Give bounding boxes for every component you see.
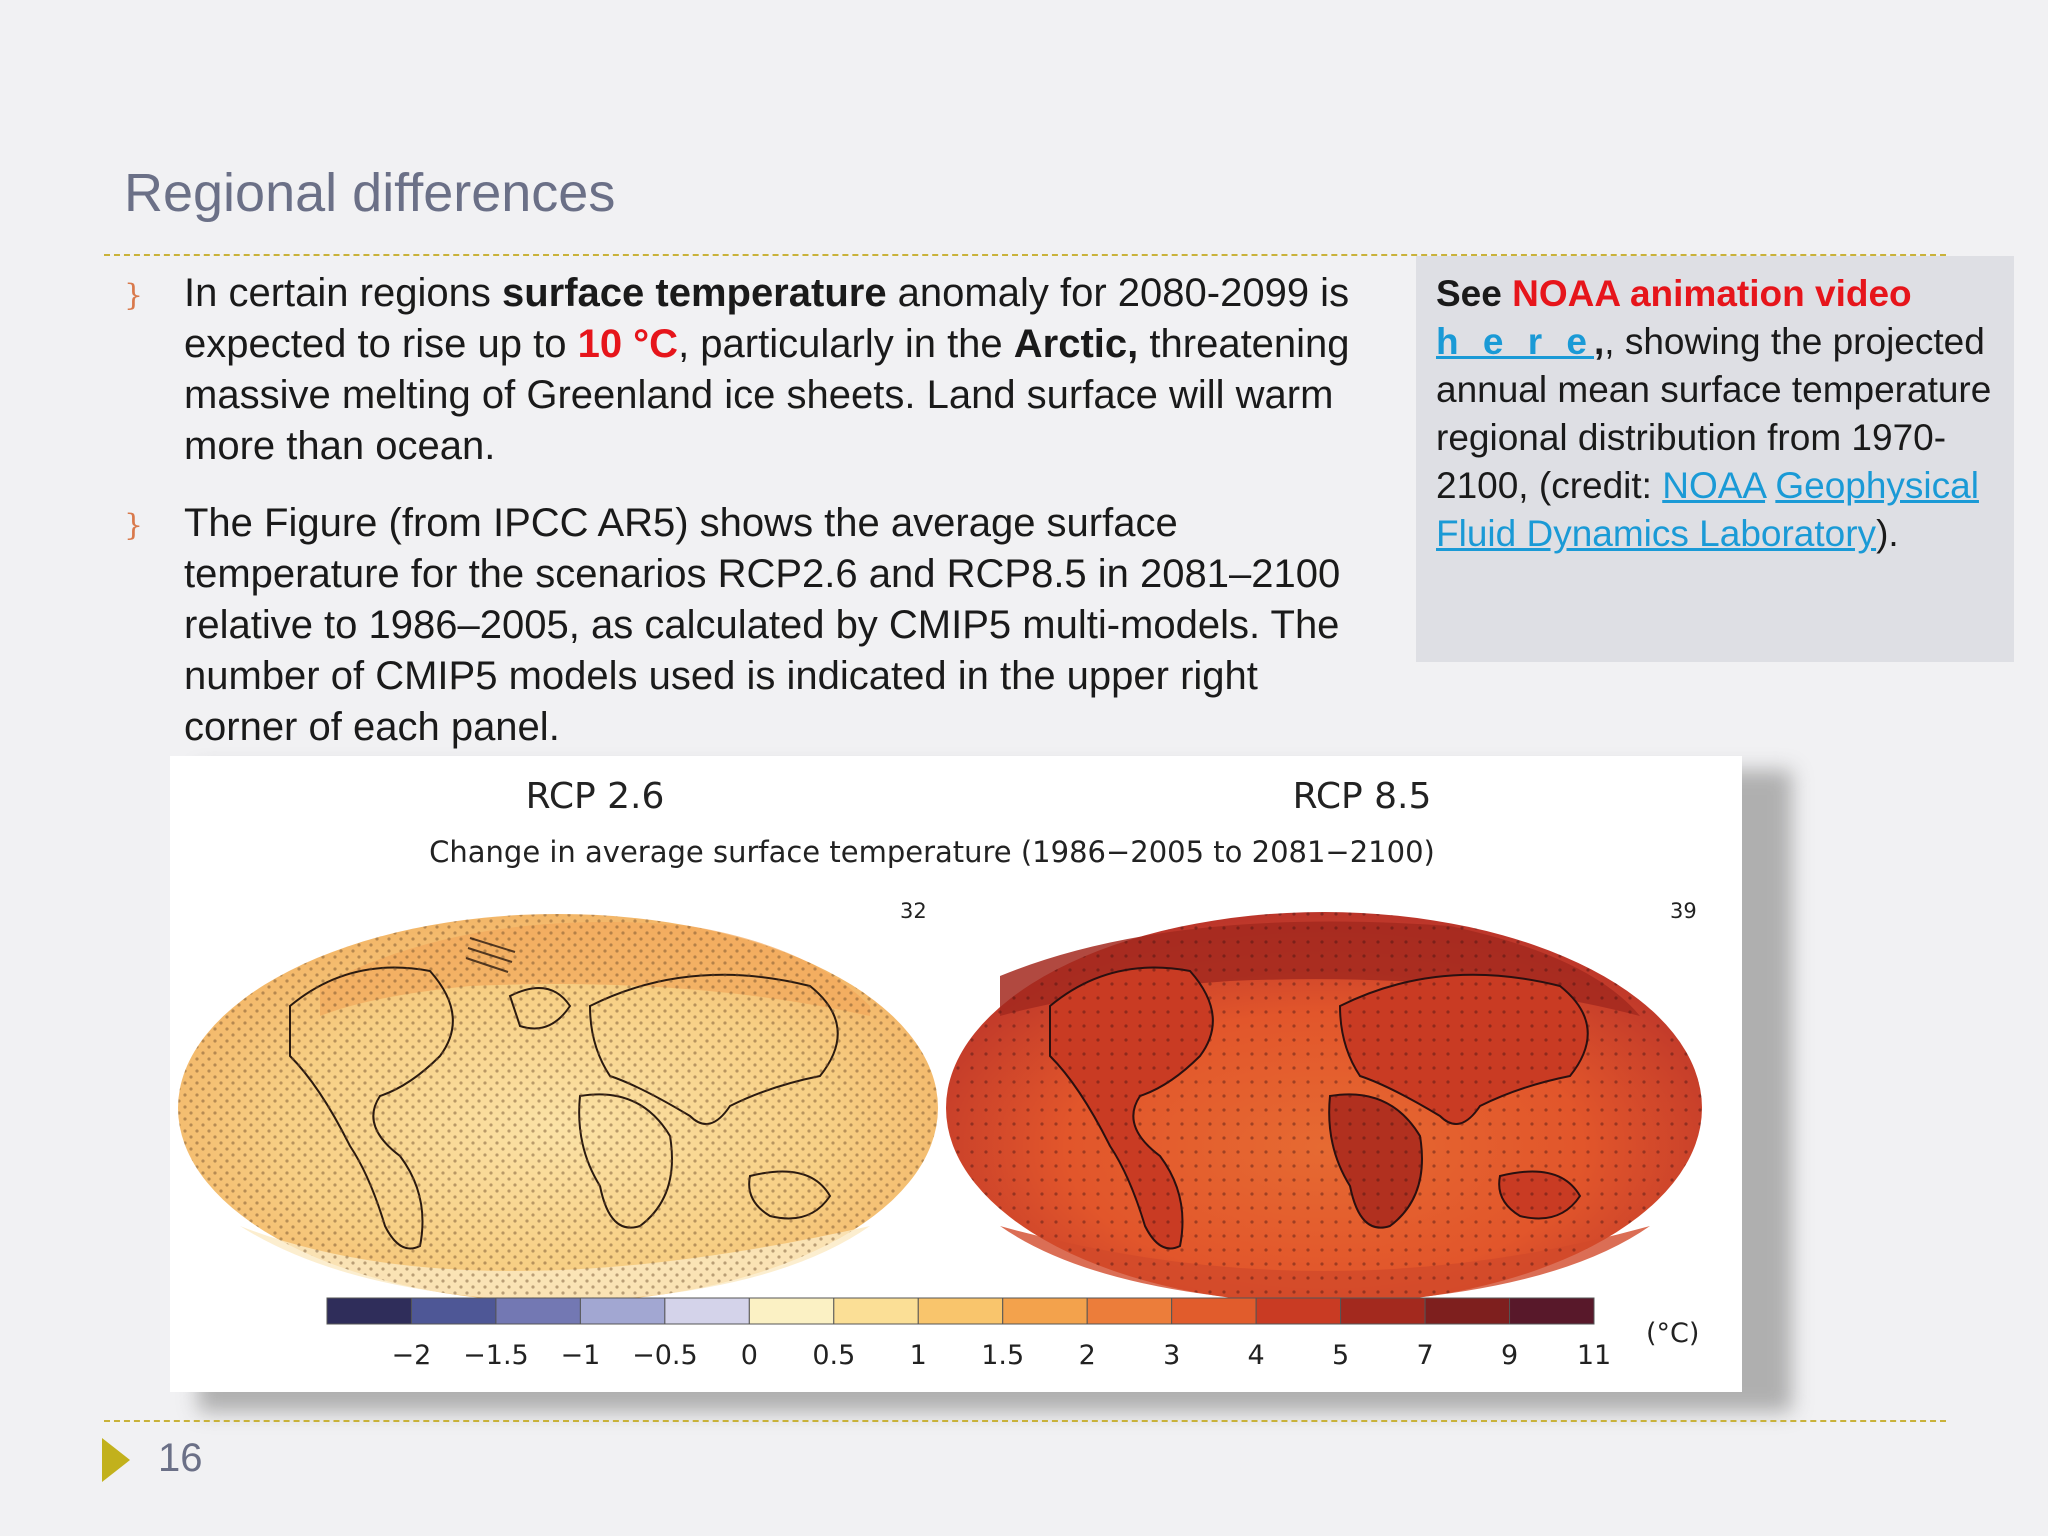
bullet-1-part-2: anomaly for 2080-2099 is expected to ris… xyxy=(184,271,1350,366)
colorbar-unit: (°C) xyxy=(1646,1318,1699,1349)
colorbar-swatch xyxy=(579,1297,666,1325)
page-number: 16 xyxy=(158,1436,203,1480)
colorbar-swatch xyxy=(664,1297,750,1325)
bullet-1-part-1: In certain regions xyxy=(184,271,502,315)
bullet-1-part-3: , particularly in the xyxy=(678,322,1014,366)
bullet-item-2: } The Figure (from IPCC AR5) shows the a… xyxy=(124,498,1374,753)
colorbar-swatch xyxy=(917,1297,1004,1325)
bullet-text-1: In certain regions surface temperature a… xyxy=(184,268,1374,472)
bullet-1-bold-arctic: Arctic, xyxy=(1013,322,1139,366)
gfdl-link[interactable]: Geophysical Fluid Dynamics Laboratory xyxy=(1436,465,1979,554)
bottom-divider xyxy=(104,1420,1946,1422)
bullet-icon: } xyxy=(124,508,144,543)
colorbar-tick-label: 9 xyxy=(1501,1340,1518,1371)
note-video-label: NOAA animation video xyxy=(1512,273,1912,314)
rcp85-title: RCP 8.5 xyxy=(1293,776,1432,817)
colorbar-swatch xyxy=(1002,1297,1088,1325)
colorbar-tick-label: −1 xyxy=(560,1340,600,1371)
rcp26-title: RCP 2.6 xyxy=(526,776,665,817)
temperature-colorbar: −2 −1.5 −1 −0.5 0 0.5 1 1.5 2 3 4 5 7 9 11 xyxy=(326,1297,1611,1371)
colorbar-swatch xyxy=(748,1297,835,1325)
colorbar-swatch xyxy=(1255,1297,1342,1325)
note-close: ). xyxy=(1876,513,1899,554)
colorbar-tick-label: 5 xyxy=(1332,1340,1349,1371)
colorbar-tick-label: 1 xyxy=(910,1340,927,1371)
rcp85-map: 39 xyxy=(946,899,1702,1304)
top-divider xyxy=(104,254,1946,256)
noaa-link[interactable]: NOAA xyxy=(1662,465,1766,506)
figure-subtitle: Change in average surface temperature (1… xyxy=(429,835,1435,869)
colorbar-tick-label: 4 xyxy=(1248,1340,1265,1371)
bullet-text-2: The Figure (from IPCC AR5) shows the ave… xyxy=(184,501,1341,749)
bullet-1-bold-surface-temperature: surface temperature xyxy=(501,271,887,315)
here-link[interactable]: h e r e xyxy=(1436,321,1594,362)
rcp85-model-count: 39 xyxy=(1670,899,1697,923)
footer-triangle-icon xyxy=(102,1438,130,1482)
colorbar-swatch xyxy=(833,1297,919,1325)
colorbar-swatch xyxy=(495,1297,581,1325)
slide-title: Regional differences xyxy=(124,163,616,223)
rcp26-model-count: 32 xyxy=(900,899,927,923)
bullet-icon: } xyxy=(124,278,144,313)
colorbar-swatch xyxy=(1171,1297,1257,1325)
bullet-item-1: } In certain regions surface temperature… xyxy=(124,268,1374,472)
note-description: , showing the projected annual mean surf… xyxy=(1436,321,1992,506)
bullet-1-highlight-10c: 10 °C xyxy=(577,322,679,366)
colorbar-tick-label: 7 xyxy=(1416,1340,1433,1371)
colorbar-tick-label: −2 xyxy=(392,1340,432,1371)
colorbar-tick-label: 0 xyxy=(741,1340,758,1371)
colorbar-tick-label: 2 xyxy=(1079,1340,1096,1371)
colorbar-swatch xyxy=(410,1297,497,1325)
colorbar-tick-label: 3 xyxy=(1163,1340,1180,1371)
colorbar-swatch xyxy=(1509,1297,1595,1325)
colorbar-tick-label: 0.5 xyxy=(812,1340,855,1371)
ipcc-figure: RCP 2.6 RCP 8.5 Change in average surfac… xyxy=(170,756,1742,1392)
noaa-note-box: See NOAA animation video h e r e,, showin… xyxy=(1416,256,2014,662)
colorbar-swatch xyxy=(326,1297,412,1325)
colorbar-tick-label: −1.5 xyxy=(463,1340,529,1371)
colorbar-swatch xyxy=(1086,1297,1173,1325)
bullet-list: } In certain regions surface temperature… xyxy=(124,268,1374,779)
colorbar-swatch xyxy=(1340,1297,1426,1325)
colorbar-tick-label: −0.5 xyxy=(632,1340,698,1371)
colorbar-swatch xyxy=(1424,1297,1511,1325)
bullet-1-part-4: threatening massive melting of Greenland… xyxy=(184,322,1350,468)
ipcc-map-figure: RCP 2.6 RCP 8.5 Change in average surfac… xyxy=(178,776,1702,1371)
rcp26-map: 32 xyxy=(178,899,938,1302)
note-see: See xyxy=(1436,273,1513,314)
colorbar-tick-label: 11 xyxy=(1577,1340,1611,1371)
colorbar-tick-label: 1.5 xyxy=(981,1340,1024,1371)
